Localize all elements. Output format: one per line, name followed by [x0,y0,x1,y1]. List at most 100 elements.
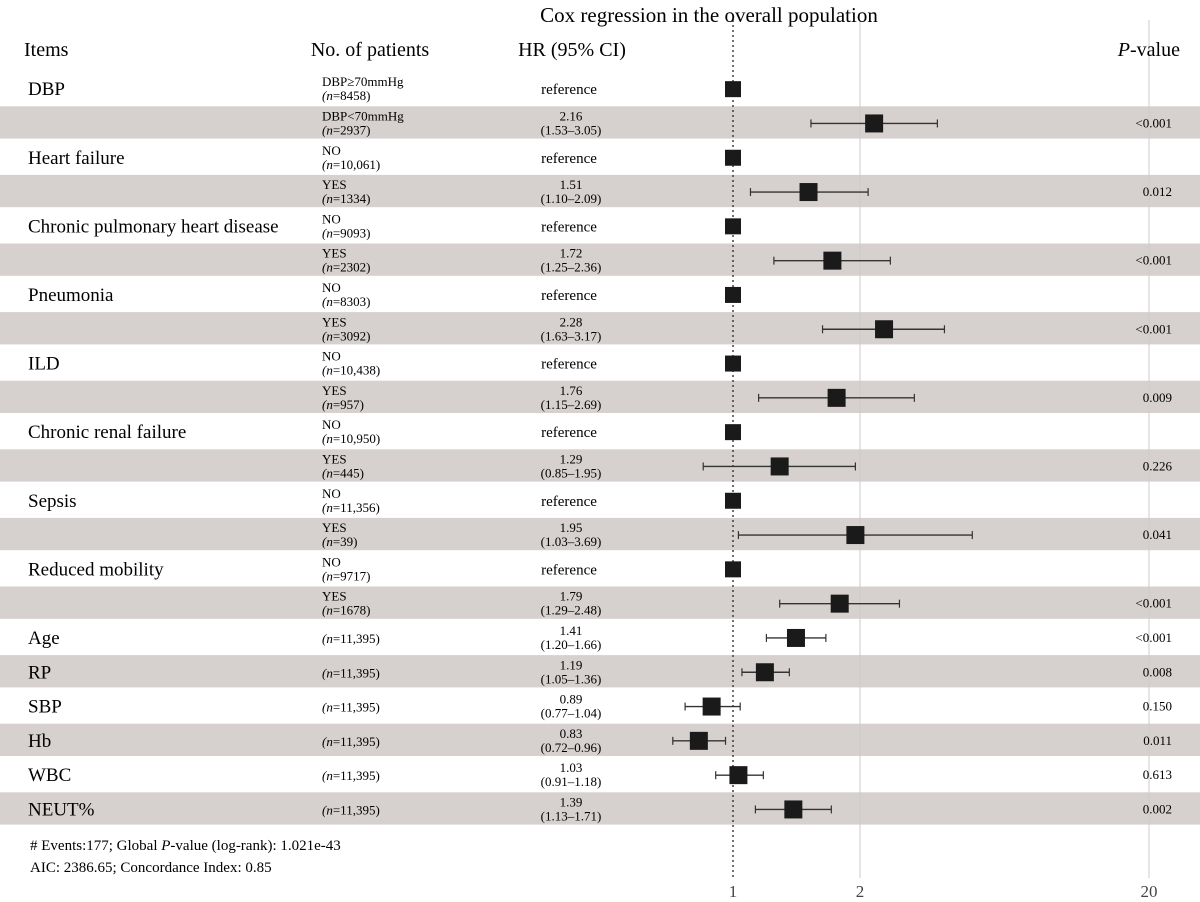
hr-ci: (0.72–0.96) [541,740,602,755]
patient-count: (n=445) [322,465,364,480]
p-value: 0.009 [1143,390,1172,405]
n-symbol: (n [322,465,333,480]
hr-ci: (1.13–1.71) [541,808,602,823]
group-label: YES [322,520,347,535]
n-symbol: (n [322,768,333,783]
row-shade [0,517,1200,551]
item-label: Hb [28,731,51,752]
n-symbol: (n [322,363,333,378]
chart-title: Cox regression in the overall population [540,3,878,27]
item-label: Pneumonia [28,285,114,306]
group-label: DBP<70mmHg [322,108,404,123]
n-value: =8458) [333,88,371,103]
pvalue-italic-p: P [1117,39,1130,61]
n-value: =11,356) [333,500,380,515]
footnote-line-2: AIC: 2386.65; Concordance Index: 0.85 [30,860,272,876]
hr-marker [799,183,818,202]
patient-count: (n=1678) [322,603,371,618]
patient-count: (n=2302) [322,260,371,275]
row-shade [0,312,1200,345]
hr-marker [846,526,865,545]
hr-marker [689,731,708,750]
n-value: =1678) [333,603,371,618]
row-shade [0,449,1200,482]
hr-reference: reference [541,425,597,441]
group-label: NO [322,554,341,569]
n-value: =9717) [333,568,371,583]
group-label: NO [322,211,341,226]
hr-ci: (1.20–1.66) [541,637,602,652]
x-tick-label: 20 [1141,882,1158,901]
n-symbol: (n [322,397,333,412]
row-shade [0,723,1200,756]
hr-value: 1.39 [560,794,583,809]
row-shade [0,380,1200,413]
patient-count: (n=11,395) [322,631,380,646]
reference-marker [725,561,741,578]
n-symbol: (n [322,734,333,749]
item-label: NEUT% [28,799,95,820]
reference-marker [725,149,741,166]
patient-count: (n=8303) [322,294,371,309]
hr-reference: reference [541,82,597,98]
n-symbol: (n [322,631,333,646]
patient-count: (n=11,395) [322,802,380,817]
footnote-1b: -value (log-rank): 1.021e-43 [170,838,340,854]
column-header-patients: No. of patients [311,39,430,61]
hr-reference: reference [541,494,597,510]
item-label: SBP [28,697,62,718]
x-tick-label: 1 [729,882,738,901]
hr-value: 0.83 [560,726,583,741]
item-label: Age [28,628,60,649]
patient-count: (n=10,438) [322,363,380,378]
group-label: YES [322,589,347,604]
n-value: =957) [333,397,364,412]
patient-count: (n=39) [322,534,358,549]
n-value: =10,950) [333,431,380,446]
n-value: =11,395) [333,768,380,783]
n-value: =11,395) [333,631,380,646]
patient-count: (n=3092) [322,328,371,343]
reference-marker [725,355,741,372]
hr-ci: (0.91–1.18) [541,774,602,789]
p-value: <0.001 [1135,630,1172,645]
marks-layer [672,81,973,819]
patient-count: (n=8458) [322,88,371,103]
n-symbol: (n [322,431,333,446]
patient-count: (n=957) [322,397,364,412]
hr-value: 0.89 [560,692,583,707]
row-shade [0,243,1200,276]
hr-ci: (1.03–3.69) [541,534,602,549]
patient-count: (n=11,395) [322,665,380,680]
row-shade [0,174,1200,208]
x-axis-ticks: 1 2 20 [729,882,1158,901]
p-value: 0.012 [1143,184,1172,199]
patient-count: (n=1334) [322,191,371,206]
n-value: =39) [333,534,358,549]
n-value: =2302) [333,260,371,275]
hr-ci: (1.05–1.36) [541,671,602,686]
hr-ci: (1.29–2.48) [541,603,602,618]
hr-ci: (0.85–1.95) [541,465,602,480]
p-value: <0.001 [1135,253,1172,268]
hr-value: 1.19 [560,657,583,672]
p-value: <0.001 [1135,596,1172,611]
p-value: 0.002 [1143,801,1172,816]
reference-marker [725,286,741,303]
footnote-1a: # Events:177; Global [30,838,161,854]
hr-ci: (1.25–2.36) [541,260,602,275]
hr-marker [786,628,805,647]
reference-marker [725,81,741,98]
hr-ci: (1.53–3.05) [541,122,602,137]
group-label: YES [322,177,347,192]
patient-count: (n=11,395) [322,768,380,783]
hr-marker [755,663,774,682]
pvalue-suffix: -value [1130,39,1180,61]
n-value: =8303) [333,294,371,309]
n-symbol: (n [322,191,333,206]
item-label: WBC [28,765,71,786]
hr-marker [729,766,748,785]
hr-ci: (1.15–2.69) [541,397,602,412]
reference-marker [725,492,741,509]
